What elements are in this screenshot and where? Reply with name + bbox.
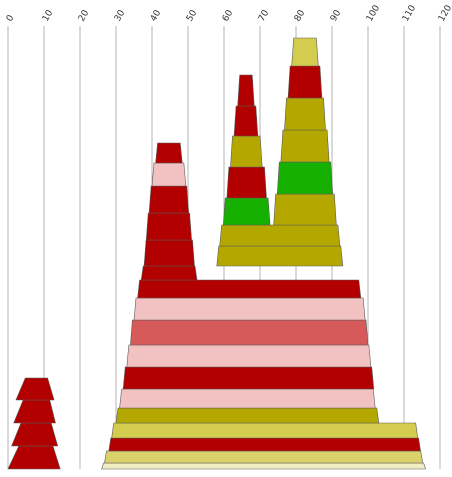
stack-3-segment: [291, 37, 319, 67]
stack-2-segment: [130, 319, 369, 346]
stack-3-segment: [280, 129, 330, 163]
stack-2-segment: [133, 297, 366, 321]
stack-1-segment: [11, 422, 59, 447]
stack-2-segment: [126, 344, 372, 368]
stack-2-segment: [108, 437, 421, 452]
stack-3-segment: [273, 193, 337, 226]
stack-2-segment: [115, 407, 380, 424]
stack-2-segment: [145, 212, 192, 241]
stack-1: [7, 377, 61, 470]
x-tick-label: 20: [77, 8, 92, 23]
x-tick-label: 70: [257, 8, 272, 23]
x-tick-label: 40: [149, 8, 164, 23]
stack-3-segment: [287, 65, 323, 99]
stack-1-segment: [7, 445, 61, 470]
stack-3-segment: [284, 97, 326, 131]
stack-3-segment: [233, 105, 259, 137]
stack-1-segment: [15, 377, 55, 401]
stack-2-segment: [119, 388, 376, 409]
stack-2-segment: [148, 185, 190, 214]
stack-3-segment: [276, 161, 334, 195]
stack-2-segment: [155, 142, 183, 164]
x-tick-label: 120: [437, 3, 452, 23]
stack-3-segment: [222, 197, 271, 226]
stack-3: [216, 37, 344, 267]
x-tick-labels: 0 10 20 30 40 50 60 70 80 90 100 110 120: [5, 3, 452, 23]
x-tick-label: 30: [113, 8, 128, 23]
stack-3-segment: [219, 224, 341, 247]
stack-3-segment: [237, 74, 255, 107]
x-tick-label: 50: [185, 8, 200, 23]
stack-2-segment: [137, 279, 362, 299]
x-tick-label: 100: [365, 3, 382, 23]
x-tick-label: 110: [401, 3, 418, 23]
stack-2-segment: [111, 422, 419, 439]
stack-2-segment: [143, 239, 195, 267]
stack-3-segment: [216, 245, 344, 267]
stack-3-segment: [230, 135, 263, 168]
stack-1-segment: [13, 399, 56, 424]
x-tick-label: 80: [293, 8, 308, 23]
stack-2-segment: [122, 366, 375, 390]
stack-2-segment: [140, 265, 198, 281]
x-tick-label: 0: [5, 13, 17, 23]
stacked-segments: [7, 37, 427, 470]
stack-2-segment: [104, 450, 424, 464]
x-tick-label: 60: [221, 8, 236, 23]
x-tick-label: 90: [329, 8, 344, 23]
stack-3-segment: [226, 166, 267, 199]
stack-2-segment: [151, 162, 187, 187]
stack-2-segment: [101, 462, 427, 470]
stack-2: [101, 142, 427, 470]
x-tick-label: 10: [41, 8, 56, 23]
